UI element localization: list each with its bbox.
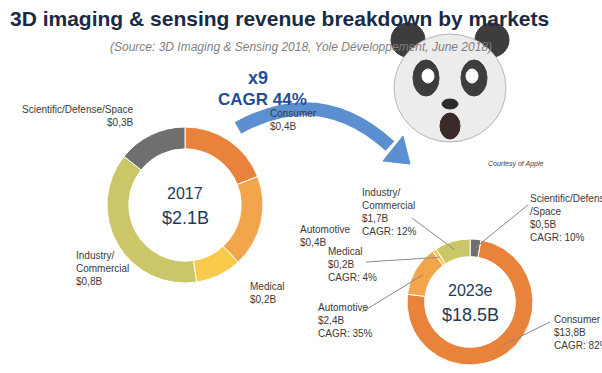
svg-text:3D imaging & sensing revenue b: 3D imaging & sensing revenue breakdown b… — [10, 7, 549, 30]
svg-text:2017: 2017 — [167, 185, 203, 202]
svg-text:Medical$0,2BCAGR: 4%: Medical$0,2BCAGR: 4% — [328, 246, 377, 283]
svg-text:2023e: 2023e — [448, 282, 493, 299]
svg-text:Courtesy of Apple: Courtesy of Apple — [488, 160, 543, 168]
svg-text:Medical$0,2B: Medical$0,2B — [250, 281, 284, 305]
svg-text:(Source: 3D Imaging & Sensing: (Source: 3D Imaging & Sensing 2018, Yole… — [110, 40, 492, 54]
svg-text:Scientific/Defense/Space$0,3B: Scientific/Defense/Space$0,3B — [22, 104, 134, 128]
svg-text:Consumer$0,4B: Consumer$0,4B — [270, 108, 317, 132]
svg-text:Industry/Commercial$0,8B: Industry/Commercial$0,8B — [76, 250, 129, 287]
svg-text:x9: x9 — [248, 68, 268, 88]
svg-text:CAGR 44%: CAGR 44% — [218, 90, 307, 109]
svg-text:Automotive$2,4BCAGR: 35%: Automotive$2,4BCAGR: 35% — [318, 302, 373, 339]
svg-text:$2.1B: $2.1B — [162, 208, 209, 228]
svg-text:$18.5B: $18.5B — [442, 305, 499, 325]
svg-text:Consumer$13,8BCAGR: 82%: Consumer$13,8BCAGR: 82% — [554, 314, 602, 351]
svg-text:Scientific/Defense/Space$0,5BC: Scientific/Defense/Space$0,5BCAGR: 10% — [530, 193, 602, 243]
svg-text:Industry/Commercial$1,7BCAGR:: Industry/Commercial$1,7BCAGR: 12% — [362, 187, 417, 237]
svg-text:Automotive$0,4B: Automotive$0,4B — [300, 224, 350, 248]
